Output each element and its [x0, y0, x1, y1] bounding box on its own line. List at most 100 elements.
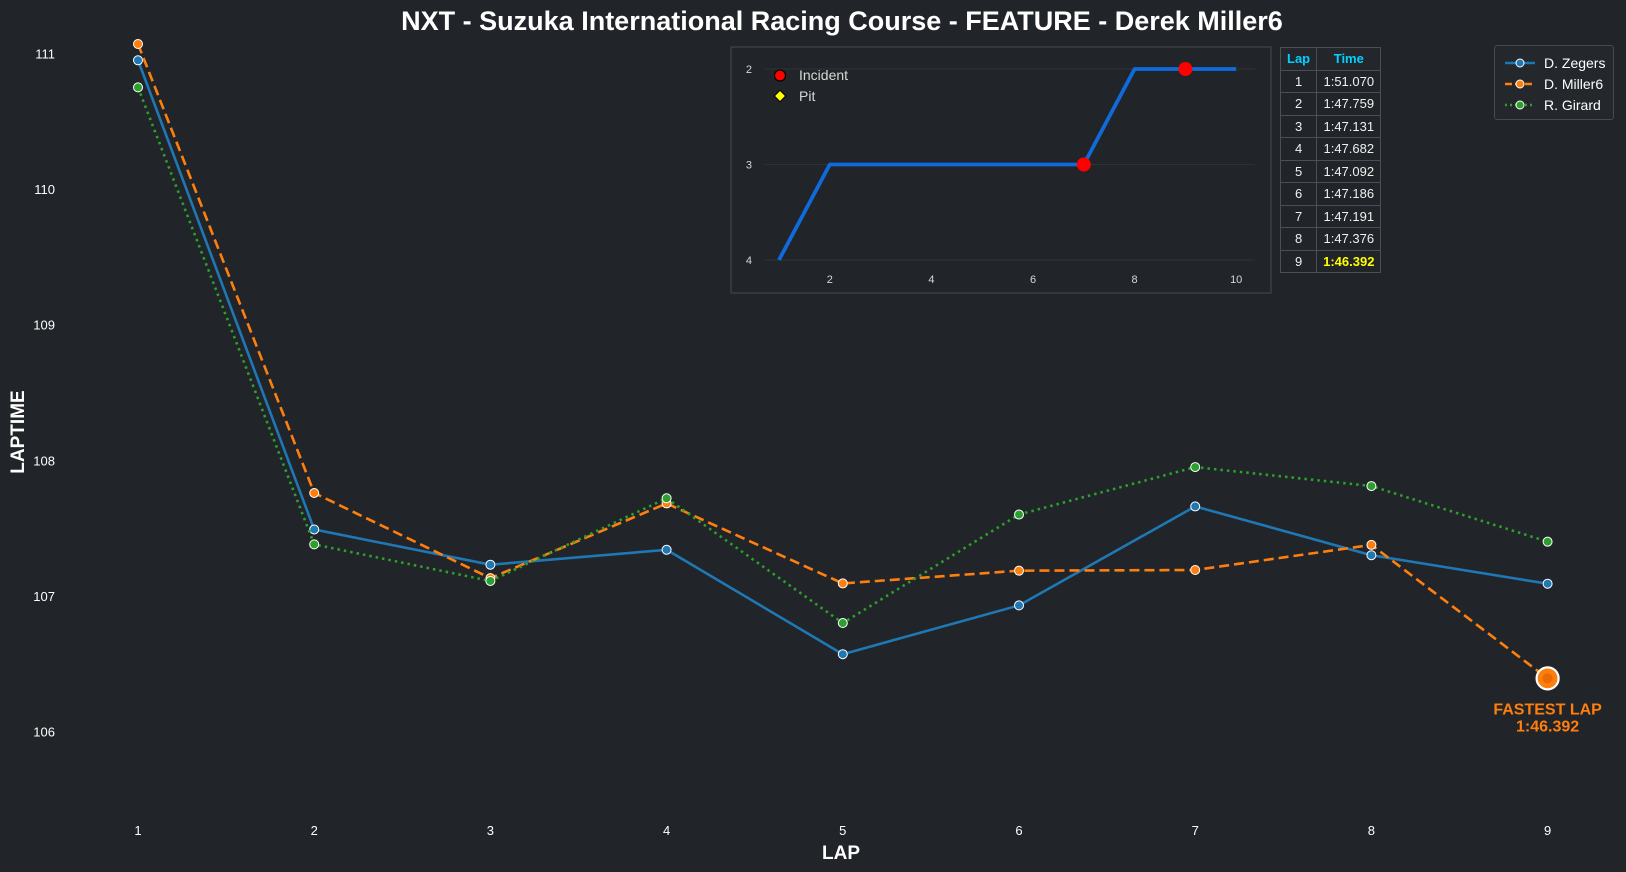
x-tick-label: 1 — [134, 823, 141, 838]
data-point — [1014, 509, 1024, 520]
data-point — [1366, 539, 1377, 550]
inset-legend: Incident Pit — [773, 67, 848, 104]
legend-item-miller: D. Miller6 — [1495, 73, 1613, 94]
table-row: 6 1:47.186 — [1279, 182, 1382, 206]
fastest-lap-dot — [1542, 673, 1553, 684]
chart-title: NXT - Suzuka International Racing Course… — [401, 6, 1283, 36]
x-tick-label: 3 — [487, 823, 494, 838]
pit-legend-marker — [773, 89, 787, 103]
data-point — [309, 539, 320, 550]
legend-miller-label: D. Miller6 — [1544, 75, 1604, 92]
table-row: 1 1:51.070 — [1279, 69, 1382, 93]
data-point — [1542, 536, 1553, 547]
lap-cell: 9 — [1279, 249, 1318, 273]
data-point — [1014, 600, 1024, 611]
legend-zegers-swatch — [1505, 58, 1535, 67]
data-point — [1190, 501, 1201, 512]
y-tick-label: 106 — [33, 725, 55, 740]
time-column-header: Time — [1316, 47, 1382, 71]
series-d-miller6 — [133, 39, 1553, 684]
table-row: 8 1:47.376 — [1279, 227, 1382, 251]
legend-girard-label: R. Girard — [1544, 96, 1601, 113]
position-inset: 2 4 6 8 10 2 3 4 Incident Pit — [730, 46, 1272, 294]
x-tick-label: 7 — [1192, 823, 1199, 838]
series-r-girard — [133, 82, 1553, 629]
fastest-lap-label: FASTEST LAP — [1493, 701, 1602, 718]
inset-x-tick: 10 — [1230, 274, 1242, 286]
inset-x-tick: 2 — [827, 274, 833, 286]
data-point — [1190, 462, 1201, 473]
time-cell: 1:51.070 — [1316, 69, 1382, 93]
time-cell: 1:47.131 — [1316, 114, 1382, 138]
legend-item-zegers: D. Zegers — [1495, 52, 1613, 73]
time-cell: 1:47.376 — [1316, 227, 1382, 251]
lap-cell: 6 — [1279, 182, 1318, 206]
data-point — [837, 618, 848, 629]
table-row: 5 1:47.092 — [1279, 159, 1382, 183]
data-point — [661, 493, 672, 504]
inset-y-tick: 4 — [746, 255, 752, 267]
lap-times-table: Lap Time 1 1:51.070 2 1:47.759 3 1:47.131 4 1:4… — [1279, 47, 1382, 273]
x-tick-label: 8 — [1368, 823, 1375, 838]
table-header-row: Lap Time — [1279, 47, 1382, 71]
table-row: 4 1:47.682 — [1279, 137, 1382, 161]
chart-legend: D. Zegers D. Miller6 R. Girard — [1494, 45, 1614, 120]
data-point — [837, 578, 848, 589]
y-axis-title: LAPTIME — [8, 390, 29, 473]
lap-column-header: Lap — [1279, 47, 1318, 71]
fastest-lap-time: 1:46.392 — [1516, 718, 1579, 735]
y-ticks: 106 107 108 109 110 111 — [33, 47, 55, 740]
data-point — [1366, 550, 1377, 561]
inset-ticks: 2 4 6 8 10 2 3 4 — [746, 64, 1242, 286]
legend-miller-swatch — [1505, 79, 1535, 88]
x-tick-label: 2 — [311, 823, 318, 838]
table-row: 3 1:47.131 — [1279, 114, 1382, 138]
incident-marker — [1178, 62, 1193, 76]
time-cell: 1:47.092 — [1316, 159, 1382, 183]
inset-x-tick: 4 — [928, 274, 934, 286]
time-cell: 1:46.392 — [1316, 249, 1382, 273]
x-tick-label: 4 — [663, 823, 670, 838]
time-cell: 1:47.191 — [1316, 204, 1382, 228]
data-point — [133, 55, 143, 66]
inset-x-tick: 6 — [1030, 274, 1036, 286]
lap-cell: 2 — [1279, 92, 1318, 116]
data-point — [485, 559, 496, 570]
data-point — [485, 575, 496, 586]
data-point — [1366, 481, 1377, 492]
data-point — [661, 544, 672, 555]
inset-y-tick: 2 — [746, 64, 752, 76]
fastest-lap-annotation: FASTEST LAP 1:46.392 — [1493, 666, 1602, 735]
data-point — [309, 524, 320, 535]
incident-markers — [1076, 62, 1193, 172]
position-line — [777, 67, 1237, 261]
x-tick-label: 6 — [1015, 823, 1022, 838]
lap-cell: 4 — [1279, 137, 1318, 161]
y-tick-label: 111 — [35, 47, 55, 62]
data-point — [1542, 578, 1553, 589]
y-tick-label: 110 — [34, 182, 55, 197]
legend-item-girard: R. Girard — [1495, 94, 1613, 115]
time-cell: 1:47.186 — [1316, 182, 1382, 206]
lap-cell: 1 — [1279, 69, 1318, 93]
data-point — [1190, 565, 1201, 576]
lap-cell: 3 — [1279, 114, 1318, 138]
data-point — [309, 487, 320, 498]
x-ticks: 1 2 3 4 5 6 7 8 9 — [134, 823, 1551, 838]
y-tick-label: 107 — [33, 589, 55, 604]
legend-zegers-label: D. Zegers — [1544, 54, 1606, 71]
series-line — [136, 43, 1549, 680]
lap-times-body: 1 1:51.070 2 1:47.759 3 1:47.131 4 1:47.682 5 1:4… — [1279, 69, 1382, 273]
table-row: 9 1:46.392 — [1279, 249, 1382, 273]
inset-y-tick: 3 — [746, 160, 752, 172]
incident-legend-label: Incident — [799, 67, 848, 83]
data-point — [837, 649, 848, 660]
series-d-zegers — [133, 55, 1553, 660]
lap-cell: 5 — [1279, 159, 1318, 183]
legend-girard-swatch — [1505, 100, 1535, 109]
x-tick-label: 5 — [839, 823, 846, 838]
inset-frame — [730, 46, 1272, 294]
x-tick-label: 9 — [1544, 823, 1551, 838]
inset-x-tick: 8 — [1132, 274, 1138, 286]
